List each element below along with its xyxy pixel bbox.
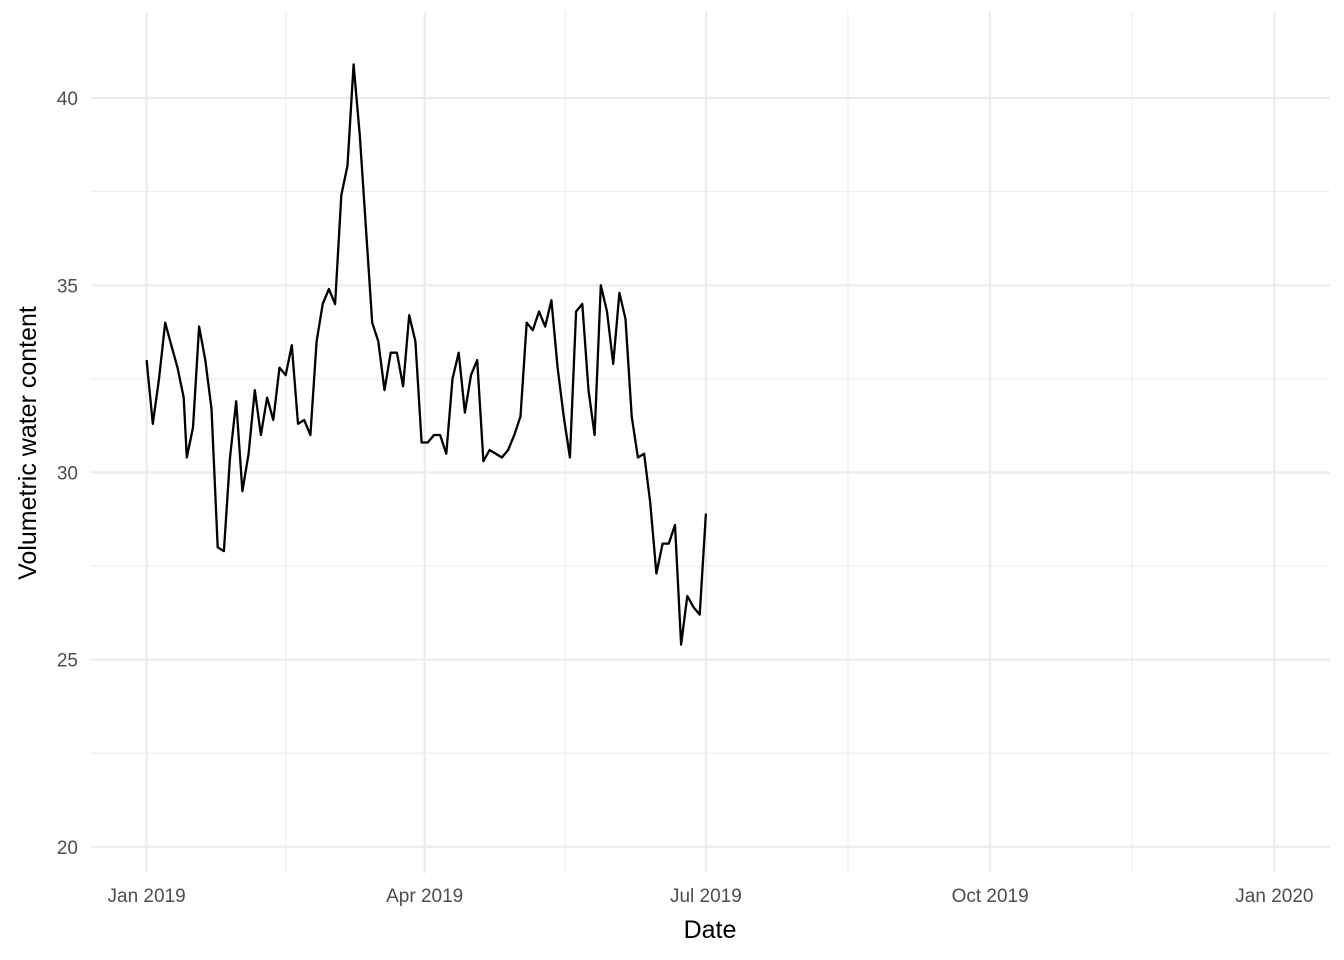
minor-gridlines-x (285, 12, 1133, 873)
x-axis-title: Date (684, 916, 737, 944)
y-axis-title: Volumetric water content (14, 306, 42, 580)
y-tick-label: 25 (57, 651, 78, 672)
y-tick-labels: 20 25 30 35 40 (57, 89, 78, 859)
y-tick-label: 35 (57, 276, 78, 297)
major-gridlines-x (145, 12, 1276, 873)
observed-series-line (145, 63, 708, 646)
y-tick-label: 20 (57, 838, 78, 859)
x-tick-labels: Jan 2019 Apr 2019 Jul 2019 Oct 2019 Jan 2020 (108, 886, 1314, 907)
x-tick-label: Jan 2019 (108, 886, 186, 907)
x-tick-label: Oct 2019 (952, 886, 1029, 907)
major-gridlines-y (91, 97, 1330, 848)
series-layer (145, 63, 708, 646)
x-tick-label: Jan 2020 (1235, 886, 1313, 907)
y-tick-label: 40 (57, 89, 78, 110)
y-tick-label: 30 (57, 463, 78, 484)
minor-gridlines-y (91, 191, 1330, 754)
x-tick-label: Apr 2019 (386, 886, 463, 907)
x-tick-label: Jul 2019 (670, 886, 742, 907)
